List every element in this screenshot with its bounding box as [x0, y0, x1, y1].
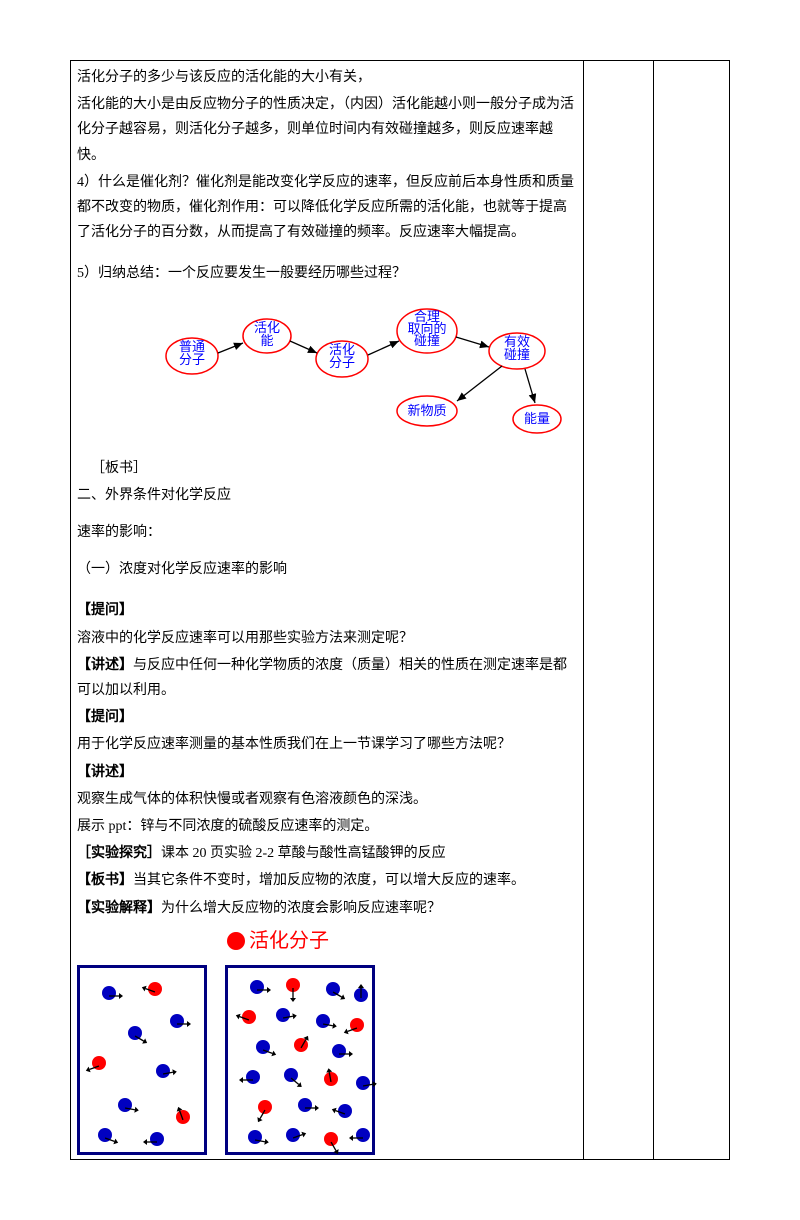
svg-text:新物质: 新物质 [407, 403, 446, 418]
answer-1-text: 与反应中任何一种化学物质的浓度（质量）相关的性质在测定速率是都可以加以利用。 [77, 658, 567, 698]
banshu-2-text: 当其它条件不变时，增加反应物的浓度，可以增大反应的速率。 [133, 873, 525, 888]
svg-text:活化能: 活化能 [254, 320, 280, 348]
side-cell-1 [584, 61, 654, 1160]
svg-text:合理取向的碰撞: 合理取向的碰撞 [407, 309, 446, 348]
explain-line: 【实验解释】为什么增大反应物的浓度会影响反应速率呢？ [77, 896, 577, 921]
question-1-label: 【提问】 [77, 598, 577, 623]
side-cell-2 [654, 61, 730, 1160]
explain-text: 为什么增大反应物的浓度会影响反应速率呢？ [161, 901, 441, 916]
legend-dot-icon [227, 932, 245, 950]
molecule-box-low-concentration [77, 965, 207, 1155]
banshu-1: ［板书］ [77, 456, 577, 481]
question-1: 溶液中的化学反应速率可以用那些实验方法来测定呢？ [77, 626, 577, 651]
answer-1: 【讲述】与反应中任何一种化学物质的浓度（质量）相关的性质在测定速率是都可以加以利… [77, 653, 577, 703]
explain-label: 【实验解释】 [77, 901, 161, 916]
molecule-legend: 活化分子 [227, 923, 577, 959]
para-4: 5）归纳总结：一个反应要发生一般要经历哪些过程？ [77, 261, 577, 286]
experiment-label: ［实验探究］ [77, 846, 161, 861]
svg-text:能量: 能量 [524, 411, 550, 426]
para-2: 活化能的大小是由反应物分子的性质决定，（内因）活化能越小则一般分子成为活化分子越… [77, 92, 577, 168]
banshu-2-label: 【板书】 [77, 873, 133, 888]
para-1: 活化分子的多少与该反应的活化能的大小有关， [77, 65, 577, 90]
para-3: 4）什么是催化剂？催化剂是能改变化学反应的速率，但反应前后本身性质和质量都不改变… [77, 170, 577, 246]
molecule-box-high-concentration [225, 965, 375, 1155]
svg-text:活化分子: 活化分子 [329, 342, 355, 370]
heading-2b: 速率的影响： [77, 520, 577, 545]
lesson-table: 活化分子的多少与该反应的活化能的大小有关， 活化能的大小是由反应物分子的性质决定… [70, 60, 730, 1160]
answer-2b: 展示 ppt：锌与不同浓度的硫酸反应速率的测定。 [77, 814, 577, 839]
heading-2: 二、外界条件对化学反应 [77, 483, 577, 508]
heading-3: （一）浓度对化学反应速率的影响 [77, 557, 577, 582]
banshu-2-line: 【板书】当其它条件不变时，增加反应物的浓度，可以增大反应的速率。 [77, 868, 577, 893]
answer-2a: 观察生成气体的体积快慢或者观察有色溶液颜色的深浅。 [77, 787, 577, 812]
main-content-cell: 活化分子的多少与该反应的活化能的大小有关， 活化能的大小是由反应物分子的性质决定… [71, 61, 584, 1160]
reaction-flowchart: 普通分子 活化能 活化分子 合理取向的碰撞 有效碰撞 新物质 能量 [157, 301, 577, 441]
answer-1-label: 【讲述】 [77, 658, 133, 673]
svg-text:有效碰撞: 有效碰撞 [504, 334, 530, 362]
experiment-text: 课本 20 页实验 2-2 草酸与酸性高锰酸钾的反应 [161, 846, 446, 861]
question-2-label: 【提问】 [77, 705, 577, 730]
legend-text: 活化分子 [249, 923, 329, 959]
answer-2-label: 【讲述】 [77, 760, 577, 785]
molecule-diagram-row [77, 965, 577, 1155]
experiment-line: ［实验探究］课本 20 页实验 2-2 草酸与酸性高锰酸钾的反应 [77, 841, 577, 866]
svg-text:普通分子: 普通分子 [179, 339, 205, 367]
question-2: 用于化学反应速率测量的基本性质我们在上一节课学习了哪些方法呢？ [77, 732, 577, 757]
